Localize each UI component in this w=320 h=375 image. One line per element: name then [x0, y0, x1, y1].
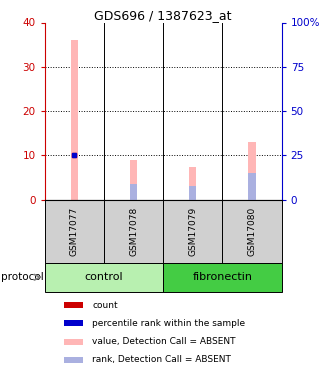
- Title: GDS696 / 1387623_at: GDS696 / 1387623_at: [94, 9, 232, 22]
- Text: GSM17079: GSM17079: [188, 207, 197, 256]
- Bar: [163, 200, 222, 263]
- Bar: [248, 173, 256, 200]
- Bar: [163, 263, 282, 291]
- Text: protocol: protocol: [1, 272, 44, 282]
- Bar: [64, 357, 83, 363]
- Text: GSM17078: GSM17078: [129, 207, 138, 256]
- Bar: [64, 320, 83, 327]
- Bar: [104, 200, 163, 263]
- Text: GSM17080: GSM17080: [247, 207, 257, 256]
- Bar: [64, 302, 83, 308]
- Bar: [45, 200, 104, 263]
- Bar: [71, 40, 78, 200]
- Text: rank, Detection Call = ABSENT: rank, Detection Call = ABSENT: [92, 356, 231, 364]
- Text: percentile rank within the sample: percentile rank within the sample: [92, 319, 245, 328]
- Bar: [189, 186, 196, 200]
- Text: control: control: [85, 272, 123, 282]
- Text: value, Detection Call = ABSENT: value, Detection Call = ABSENT: [92, 337, 236, 346]
- Text: count: count: [92, 301, 118, 310]
- Bar: [130, 160, 137, 200]
- Bar: [189, 166, 196, 200]
- Text: GSM17077: GSM17077: [70, 207, 79, 256]
- Text: fibronectin: fibronectin: [192, 272, 252, 282]
- Bar: [130, 184, 137, 200]
- Bar: [248, 142, 256, 200]
- Bar: [45, 263, 163, 291]
- Bar: [64, 339, 83, 345]
- Bar: [222, 200, 282, 263]
